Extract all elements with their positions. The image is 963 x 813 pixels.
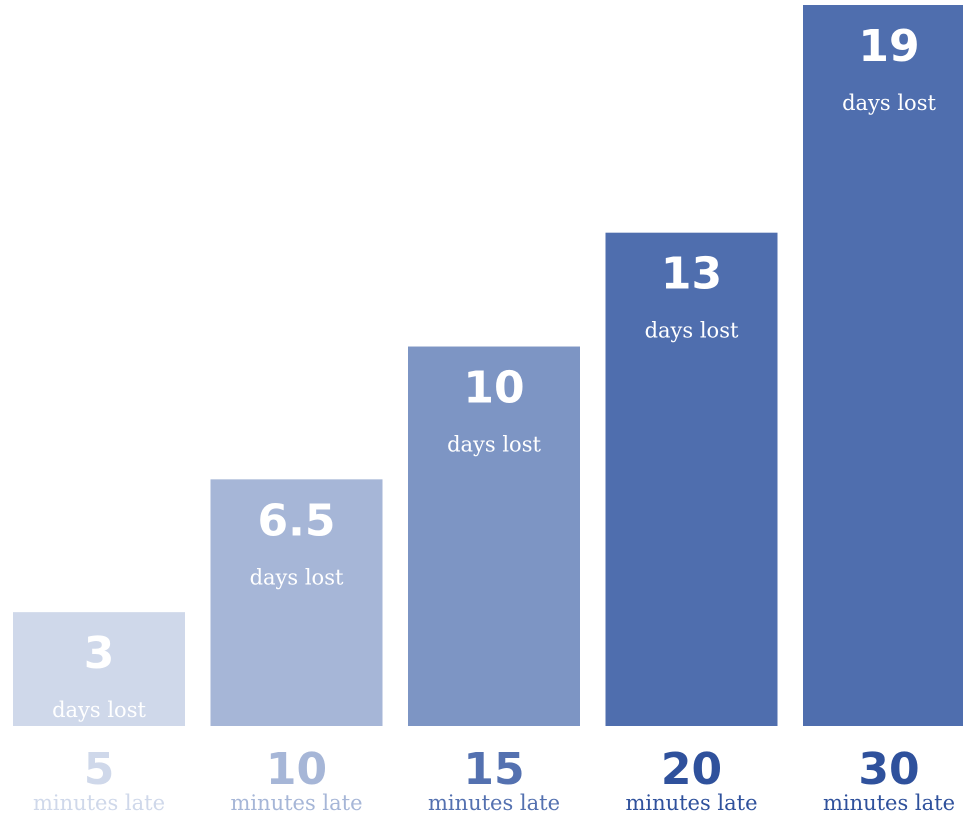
bar-unit-label-1: days lost: [250, 565, 344, 589]
category-label-4: 30: [858, 744, 919, 795]
bar-3: [605, 232, 778, 726]
bar-1: [210, 479, 383, 726]
bar-value-label-1: 6.5: [258, 495, 336, 546]
bar-4: [803, 5, 963, 726]
bar-value-label-3: 13: [661, 249, 722, 300]
bar-2: [408, 346, 580, 726]
bar-unit-label-3: days lost: [645, 319, 739, 343]
category-unit-label-4: minutes late: [823, 791, 955, 813]
category-label-2: 15: [463, 744, 524, 795]
bar-unit-label-4: days lost: [842, 91, 936, 115]
category-unit-label-2: minutes late: [428, 791, 560, 813]
category-label-1: 10: [266, 744, 327, 795]
category-unit-label-3: minutes late: [625, 791, 757, 813]
bar-value-label-0: 3: [84, 628, 115, 679]
category-label-0: 5: [84, 744, 115, 795]
category-unit-label-1: minutes late: [230, 791, 362, 813]
bar-value-label-4: 19: [858, 21, 919, 72]
bar-value-label-2: 10: [463, 363, 524, 414]
category-unit-label-0: minutes late: [33, 791, 165, 813]
bar-0: [13, 612, 185, 726]
bar-unit-label-0: days lost: [52, 698, 146, 722]
category-label-3: 20: [661, 744, 722, 795]
bar-unit-label-2: days lost: [447, 433, 541, 457]
